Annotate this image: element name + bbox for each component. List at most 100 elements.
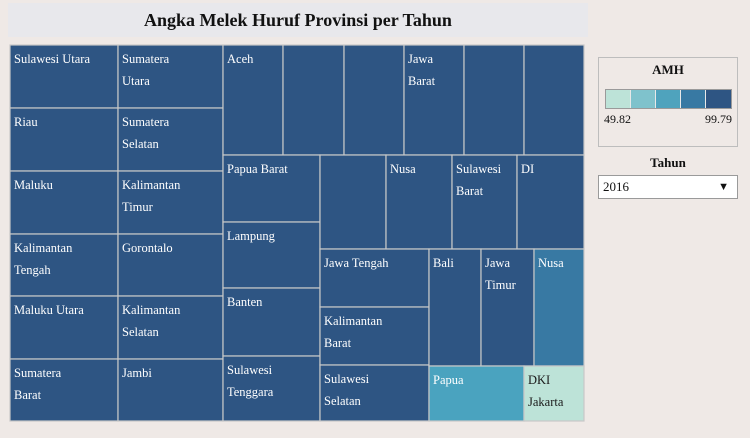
- treemap-cell[interactable]: Maluku: [9, 170, 119, 235]
- treemap-cell-rect[interactable]: [385, 154, 453, 250]
- treemap-cell-label: Sulawesi: [227, 363, 273, 377]
- treemap-cell[interactable]: Jawa Tengah: [319, 248, 430, 308]
- treemap-cell-rect[interactable]: [117, 170, 224, 235]
- treemap-cell-rect[interactable]: [117, 107, 224, 172]
- legend-swatch-4: [706, 90, 731, 108]
- treemap-cell-label: Sulawesi: [456, 162, 502, 176]
- treemap-cell-label: Sulawesi Utara: [14, 52, 90, 66]
- chart-title: Angka Melek Huruf Provinsi per Tahun: [8, 3, 588, 37]
- treemap-cell-rect[interactable]: [9, 44, 119, 109]
- treemap-cell[interactable]: Jawa Timur: [480, 248, 535, 367]
- treemap-cell-label: Jawa: [485, 256, 510, 270]
- treemap-cell-rect[interactable]: [9, 358, 119, 422]
- treemap-cell[interactable]: Kalimantan Timur: [117, 170, 224, 235]
- treemap-cell-label: Banten: [227, 295, 263, 309]
- treemap-cell-label: Selatan: [122, 137, 160, 151]
- treemap-cell-rect[interactable]: [463, 44, 525, 156]
- treemap-cell[interactable]: Papua: [428, 365, 525, 422]
- treemap-cell-rect[interactable]: [480, 248, 535, 367]
- treemap-cell[interactable]: Riau: [9, 107, 119, 172]
- treemap-cell[interactable]: Lampung: [222, 221, 321, 289]
- treemap-cell-label: Barat: [408, 74, 436, 88]
- treemap-cell[interactable]: Sumatera Barat: [9, 358, 119, 422]
- legend-swatch-2: [656, 90, 681, 108]
- treemap-cell-label: Maluku Utara: [14, 303, 84, 317]
- treemap-cell-rect[interactable]: [428, 248, 482, 367]
- treemap-cell[interactable]: [282, 44, 345, 156]
- treemap-cell-rect[interactable]: [117, 44, 224, 109]
- treemap-cell[interactable]: Jambi: [117, 358, 224, 422]
- treemap-cell-rect[interactable]: [403, 44, 465, 156]
- treemap-cell-label: Nusa: [390, 162, 416, 176]
- treemap-cell[interactable]: Nusa: [385, 154, 453, 250]
- treemap-cell[interactable]: Sulawesi Tenggara: [222, 355, 321, 422]
- treemap-cell-label: Kalimantan: [122, 178, 181, 192]
- treemap-cell[interactable]: Sulawesi Utara: [9, 44, 119, 109]
- treemap-cell[interactable]: Kalimantan Tengah: [9, 233, 119, 297]
- treemap-cell[interactable]: Sulawesi Selatan: [319, 364, 430, 422]
- treemap-cell-rect[interactable]: [343, 44, 405, 156]
- treemap-cell-rect[interactable]: [222, 355, 321, 422]
- year-dropdown[interactable]: 2016 ▼: [598, 175, 738, 199]
- color-legend: AMH 49.82 99.79: [598, 57, 738, 147]
- legend-swatch-1: [631, 90, 656, 108]
- treemap-cell[interactable]: Kalimantan Selatan: [117, 295, 224, 360]
- legend-swatch-0: [606, 90, 631, 108]
- treemap-cell[interactable]: Sumatera Utara: [117, 44, 224, 109]
- treemap-cell-rect[interactable]: [428, 365, 525, 422]
- treemap-cell[interactable]: Banten: [222, 287, 321, 357]
- treemap-cell[interactable]: [343, 44, 405, 156]
- treemap-cell-rect[interactable]: [319, 154, 387, 250]
- treemap-cell-label: Papua: [433, 373, 464, 387]
- treemap-cell[interactable]: Nusa: [533, 248, 585, 367]
- treemap-cell-rect[interactable]: [117, 295, 224, 360]
- treemap-cell-label: Jambi: [122, 366, 152, 380]
- treemap-cell-rect[interactable]: [222, 44, 284, 156]
- treemap-cell-label: Nusa: [538, 256, 564, 270]
- treemap-cell-rect[interactable]: [516, 154, 585, 250]
- treemap-cell-rect[interactable]: [533, 248, 585, 367]
- treemap-cell-rect[interactable]: [9, 295, 119, 360]
- treemap-cell-rect[interactable]: [523, 365, 585, 422]
- treemap-cell-label: Lampung: [227, 229, 276, 243]
- treemap-cell[interactable]: Aceh: [222, 44, 284, 156]
- treemap-cell-label: Sulawesi: [324, 372, 370, 386]
- treemap-cell-rect[interactable]: [282, 44, 345, 156]
- treemap-cell[interactable]: [463, 44, 525, 156]
- treemap-cell-label: Kalimantan: [324, 314, 383, 328]
- treemap-cell-label: Sumatera: [122, 115, 170, 129]
- treemap-cell-label: DKI: [528, 373, 550, 387]
- treemap-cell[interactable]: [319, 154, 387, 250]
- treemap-cell-label: Barat: [14, 388, 42, 402]
- treemap-cell-rect[interactable]: [451, 154, 518, 250]
- treemap-cell-rect[interactable]: [523, 44, 585, 156]
- treemap-cell-label: Jawa Tengah: [324, 256, 389, 270]
- treemap-cell[interactable]: Maluku Utara: [9, 295, 119, 360]
- treemap-cell[interactable]: DI: [516, 154, 585, 250]
- treemap-cell[interactable]: DKI Jakarta: [523, 365, 585, 422]
- treemap-cell[interactable]: Kalimantan Barat: [319, 306, 430, 366]
- treemap-cell-label: Papua Barat: [227, 162, 288, 176]
- treemap-cell-rect[interactable]: [9, 170, 119, 235]
- legend-title: AMH: [652, 62, 684, 77]
- treemap-cell-label: Timur: [485, 278, 517, 292]
- treemap-cell-label: Utara: [122, 74, 150, 88]
- treemap-cell-label: Tengah: [14, 263, 51, 277]
- treemap-cell-label: Jawa: [408, 52, 433, 66]
- treemap-cell[interactable]: Sulawesi Barat: [451, 154, 518, 250]
- treemap-cell[interactable]: Sumatera Selatan: [117, 107, 224, 172]
- legend-color-scale: [605, 89, 732, 109]
- treemap-cell-label: Barat: [324, 336, 352, 350]
- treemap-cell[interactable]: [523, 44, 585, 156]
- treemap-cell[interactable]: Papua Barat: [222, 154, 321, 223]
- treemap-cell-rect[interactable]: [222, 154, 321, 223]
- treemap-cell-rect[interactable]: [222, 221, 321, 289]
- treemap-cell-rect[interactable]: [117, 233, 224, 297]
- treemap-cell[interactable]: Gorontalo: [117, 233, 224, 297]
- treemap-cell[interactable]: Bali: [428, 248, 482, 367]
- treemap-cell[interactable]: Jawa Barat: [403, 44, 465, 156]
- treemap-cell-rect[interactable]: [9, 233, 119, 297]
- treemap-cell-label: Timur: [122, 200, 154, 214]
- treemap-cell-rect[interactable]: [319, 364, 430, 422]
